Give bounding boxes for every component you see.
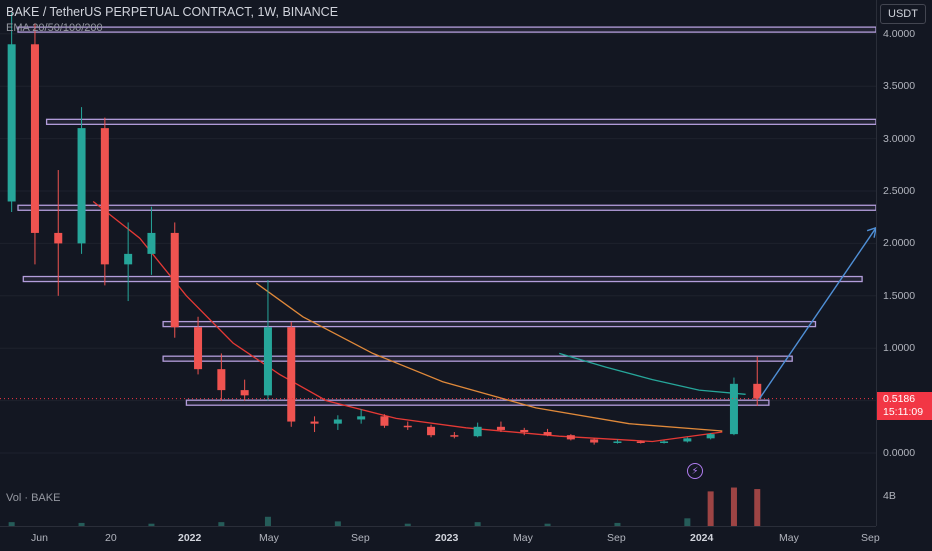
candle-body — [496, 426, 505, 430]
ema-slow-line — [255, 282, 723, 432]
volume-bar — [474, 522, 481, 526]
candle-body — [636, 441, 645, 443]
time-label: Sep — [351, 532, 370, 544]
price-tick: 3.5000 — [883, 80, 916, 93]
price-tick: 2.0000 — [883, 237, 916, 250]
candle-body — [473, 426, 482, 437]
price-tick: 0.0000 — [883, 447, 916, 459]
resistance-zone — [162, 355, 793, 362]
candle-body — [683, 438, 692, 442]
volume-bar — [707, 491, 714, 526]
candle-body — [310, 421, 319, 424]
price-tick: 4.0000 — [883, 27, 916, 40]
volume-bar — [544, 523, 551, 526]
resistance-zone — [185, 399, 770, 406]
volume-pane — [8, 487, 761, 526]
bar-countdown: 15:11:09 — [883, 406, 924, 418]
time-label: Sep — [861, 532, 880, 544]
candle-body — [729, 383, 738, 435]
volume-bar — [730, 487, 737, 526]
chart-title: BAKE / TetherUS PERPETUAL CONTRACT, 1W, … — [6, 5, 339, 19]
resistance-zone — [162, 320, 817, 328]
time-label: 2023 — [435, 532, 459, 544]
volume-bar — [334, 521, 341, 526]
price-chart[interactable] — [0, 0, 876, 484]
price-tick: 1.5000 — [883, 289, 916, 302]
candle-body — [333, 419, 342, 424]
resistance-zone — [22, 275, 863, 283]
time-label: 2022 — [178, 532, 202, 544]
resistance-zone — [17, 204, 876, 211]
candle-body — [147, 232, 156, 254]
candle-body — [217, 369, 226, 391]
candle-body — [590, 439, 599, 443]
candle-body — [30, 44, 39, 233]
lightning-icon[interactable]: ⚡ — [687, 463, 703, 479]
time-label: 20 — [105, 532, 117, 544]
volume-bar — [148, 523, 155, 526]
candle-body — [543, 432, 552, 436]
volume-bar — [78, 522, 85, 526]
candle-body — [194, 327, 203, 370]
candle-body — [660, 441, 669, 443]
volume-bar — [264, 516, 271, 526]
candle-body — [566, 435, 575, 440]
candle-body — [380, 416, 389, 426]
time-label: May — [779, 532, 799, 544]
volume-bar — [404, 523, 411, 526]
candle-body — [753, 383, 762, 399]
projection-arrow-line — [759, 227, 876, 399]
candle-body — [357, 416, 366, 420]
volume-bar — [614, 522, 621, 526]
volume-bar — [218, 522, 225, 526]
volume-bar — [754, 489, 761, 526]
candle-body — [287, 327, 296, 422]
chart-grid — [0, 33, 876, 454]
time-axis[interactable]: Jun 20 2022 May Sep 2023 May Sep 2024 May Sep — [0, 526, 880, 551]
candle-body — [124, 253, 133, 265]
price-tick: 3.0000 — [883, 132, 916, 145]
indicator-legend[interactable]: EMA 20/50/100/200 — [6, 22, 103, 34]
volume-bar — [684, 518, 691, 526]
candle-body — [170, 232, 179, 328]
candle-body — [706, 434, 715, 439]
currency-button[interactable]: USDT — [880, 4, 926, 24]
current-price-tag: 0.5186 15:11:09 — [877, 392, 932, 420]
projection-arrow-head — [866, 226, 876, 238]
candle-body — [100, 128, 109, 265]
volume-bars — [8, 487, 761, 526]
candle-body — [520, 429, 529, 433]
candle-body — [450, 435, 459, 437]
overlays — [0, 226, 876, 400]
current-price-value: 0.5186 — [883, 393, 916, 405]
time-label: 2024 — [690, 532, 714, 544]
volume-bar — [8, 522, 15, 526]
candle-body — [613, 441, 622, 443]
candle-body — [77, 128, 86, 244]
time-label: May — [259, 532, 279, 544]
candle-body — [403, 425, 412, 428]
price-tick: 1.0000 — [883, 342, 916, 355]
ema-long-line — [559, 352, 746, 395]
volume-legend[interactable]: Vol · BAKE — [6, 492, 61, 504]
candle-body — [263, 327, 272, 396]
volume-tick: 4B — [883, 490, 896, 502]
price-tick: 2.5000 — [883, 185, 916, 197]
candle-body — [54, 232, 63, 244]
candle-body — [240, 390, 249, 396]
time-label: Sep — [607, 532, 626, 544]
candles — [7, 12, 762, 445]
resistance-zone — [17, 26, 876, 33]
time-label: Jun — [31, 532, 48, 544]
time-label: May — [513, 532, 533, 544]
resistance-zone — [45, 118, 876, 125]
candle-body — [427, 426, 436, 436]
candle-body — [7, 44, 16, 202]
price-axis[interactable]: 4.0000 3.5000 3.0000 2.5000 2.0000 1.5000 1.00… — [876, 0, 932, 526]
resistance-zones — [17, 26, 876, 406]
